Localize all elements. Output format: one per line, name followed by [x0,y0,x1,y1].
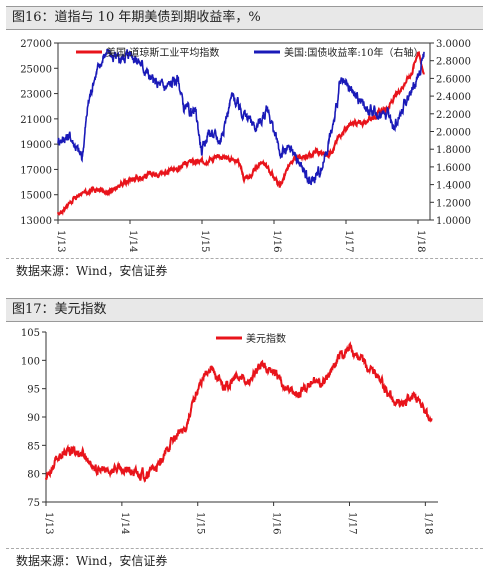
x-tick-label: 1/13 [55,230,66,252]
series-line-dow-jones [57,51,425,216]
right-tick-label: 2.0000 [436,128,471,139]
left-tick-label: 25000 [20,64,52,75]
figure-17-chart: 105 100 95 90 85 80 751/13 1/14 1/15 1/16 1/17 1/18… [21,328,438,534]
right-tick-label: 1.8000 [436,145,471,156]
right-tick-label: 2.2000 [436,110,471,121]
legend-label: 美国:国债收益率:10年（右轴） [284,46,423,59]
left-tick-label: 19000 [20,140,52,151]
legend-label: 美国:道琼斯工业平均指数 [106,46,219,59]
right-tick-label: 3.0000 [436,39,471,50]
figure-17-chart-area: 105 100 95 90 85 80 75 1/13 1/14 1/15 1/16 1/17 1/18… [6,322,483,549]
plot-frame [57,42,431,221]
x-tick-label: 1/15 [199,230,210,252]
right-tick-label: 1.4000 [436,181,471,192]
x-tick-label: 1/13 [43,512,54,534]
y-tick-label: 85 [27,441,40,452]
right-tick-label: 2.4000 [436,92,471,103]
figure-16-chart: 27000 25000 23000 21000 19000 17000 15000 13000… [20,39,471,252]
figure-16-chart-area: 27000 25000 23000 21000 19000 17000 15000 13000… [6,30,483,259]
right-tick-label: 1.0000 [436,216,471,227]
figure-16-heading: 图16：道指与 10 年期美债到期收益率，% [6,6,483,30]
left-tick-label: 23000 [20,90,52,101]
y-tick-label: 80 [27,470,40,481]
x-tick-label: 1/16 [271,230,282,252]
left-tick-label: 15000 [20,191,52,202]
figure-16-source: 数据来源：Wind，安信证券 [16,264,168,278]
y-tick-label: 100 [21,356,40,367]
x-tick-label: 1/17 [346,512,357,534]
x-tick-label: 1/18 [415,230,426,252]
x-tick-label: 1/14 [119,512,130,534]
y-tick-label: 95 [27,385,40,396]
right-tick-label: 1.2000 [436,198,471,209]
left-tick-label: 13000 [20,216,52,227]
y-tick-label: 75 [27,498,40,509]
right-tick-label: 2.8000 [436,57,471,68]
x-tick-label: 1/17 [343,230,354,252]
series-line-dollar-index [45,341,433,484]
x-tick-label: 1/15 [195,512,206,534]
figure-17-source: 数据来源：Wind，安信证券 [16,554,168,568]
x-tick-label: 1/16 [271,512,282,534]
left-tick-label: 21000 [20,115,52,126]
y-tick-label: 105 [21,328,40,339]
left-tick-label: 27000 [20,39,52,50]
right-tick-label: 1.6000 [436,163,471,174]
x-tick-label: 1/18 [422,512,433,534]
left-tick-label: 17000 [20,165,52,176]
series-line-treasury-10y [57,48,425,186]
right-tick-label: 2.6000 [436,74,471,85]
legend-label: 美元指数 [246,332,286,345]
figure-17-heading: 图17：美元指数 [6,298,483,322]
y-tick-label: 90 [27,413,40,424]
x-tick-label: 1/14 [127,230,138,252]
